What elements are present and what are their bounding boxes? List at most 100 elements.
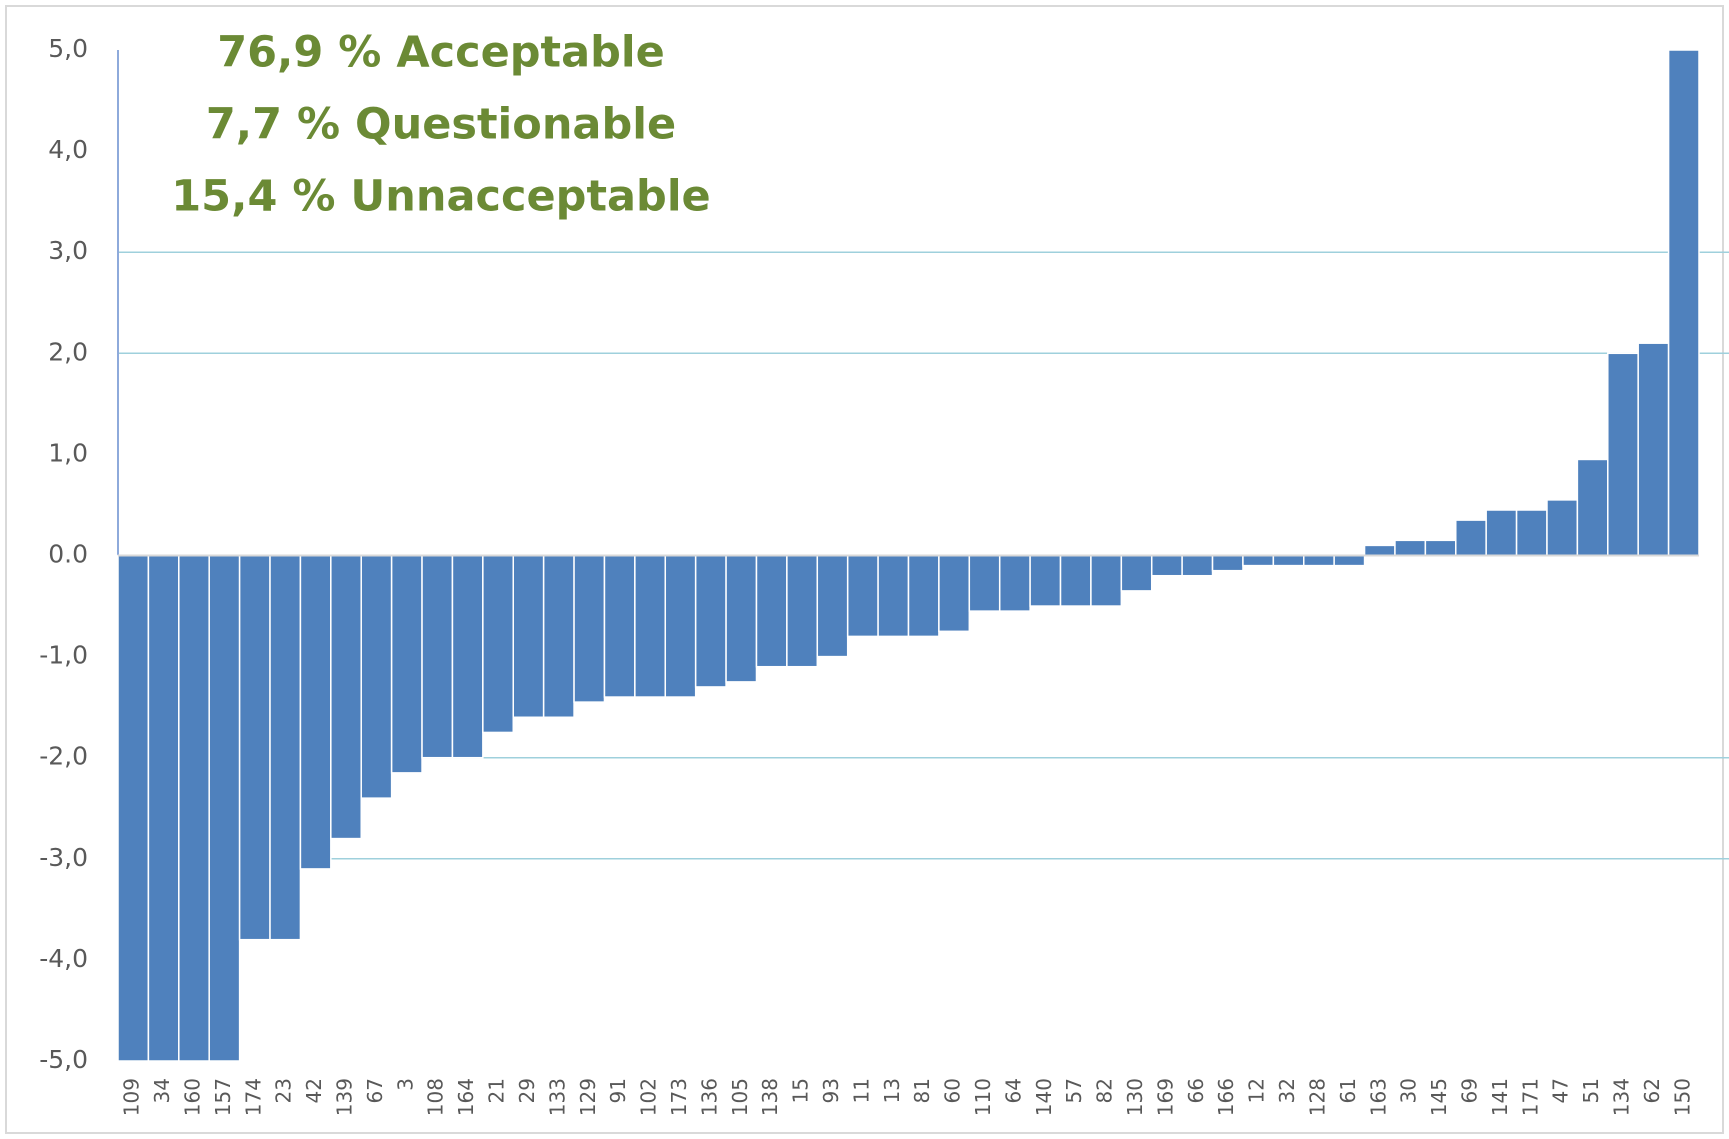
x-tick-label: 13 xyxy=(880,1078,904,1103)
bar xyxy=(634,554,667,698)
bar xyxy=(1667,49,1700,557)
bar xyxy=(1181,554,1214,577)
bar xyxy=(299,554,332,870)
x-tick-label: 64 xyxy=(1001,1078,1025,1103)
x-tick-label: 67 xyxy=(363,1078,387,1103)
x-tick-label: 47 xyxy=(1549,1078,1573,1103)
x-tick-label: 82 xyxy=(1093,1078,1117,1103)
x-tick-label: 62 xyxy=(1640,1078,1664,1103)
bar xyxy=(1211,554,1244,572)
x-tick-label: 136 xyxy=(697,1078,721,1116)
annotation: 15,4 % Unnacceptable xyxy=(171,172,710,222)
y-tick-label: 2,0 xyxy=(48,337,88,366)
bar xyxy=(269,554,302,941)
bar xyxy=(573,554,606,703)
x-tick-label: 164 xyxy=(454,1078,478,1116)
x-tick-label: 130 xyxy=(1123,1078,1147,1116)
bar xyxy=(1090,554,1123,607)
y-tick-label: -1,0 xyxy=(39,641,88,670)
y-tick-label: -5,0 xyxy=(39,1045,88,1074)
x-tick-label: 29 xyxy=(515,1078,539,1103)
bar xyxy=(482,554,515,734)
bar xyxy=(360,554,393,799)
x-tick-label: 102 xyxy=(637,1078,661,1116)
x-tick-label: 60 xyxy=(941,1078,965,1103)
bar xyxy=(1272,554,1305,567)
x-tick-label: 34 xyxy=(150,1078,174,1103)
bar xyxy=(694,554,727,688)
x-tick-label: 166 xyxy=(1214,1078,1238,1116)
x-tick-label: 91 xyxy=(606,1078,630,1103)
x-tick-label: 140 xyxy=(1032,1078,1056,1116)
x-tick-label: 21 xyxy=(485,1078,509,1103)
bar xyxy=(1242,554,1275,567)
bar xyxy=(664,554,697,698)
bar xyxy=(1515,509,1548,557)
bar xyxy=(390,554,423,774)
bar xyxy=(1120,554,1153,592)
x-tick-label: 163 xyxy=(1366,1078,1390,1116)
y-tick-label: -3,0 xyxy=(39,843,88,872)
x-tick-label: 169 xyxy=(1153,1078,1177,1116)
bar xyxy=(1607,352,1639,557)
x-tick-label: 3 xyxy=(393,1078,417,1091)
x-tick-label: 145 xyxy=(1427,1078,1451,1116)
x-tick-label: 138 xyxy=(758,1078,782,1116)
x-tick-label: 15 xyxy=(789,1078,813,1103)
bar xyxy=(603,554,636,698)
y-tick-label: 4,0 xyxy=(48,135,88,164)
bar xyxy=(1485,509,1518,557)
x-tick-label: 174 xyxy=(241,1078,265,1116)
bar xyxy=(1455,519,1487,557)
bar xyxy=(1637,342,1670,557)
bar xyxy=(512,554,545,719)
y-tick-label: 0.0 xyxy=(48,540,88,569)
x-tick-label: 134 xyxy=(1609,1078,1633,1116)
x-tick-label: 141 xyxy=(1488,1078,1512,1116)
x-tick-label: 93 xyxy=(819,1078,843,1103)
bar xyxy=(846,554,879,638)
y-tick-label: 1,0 xyxy=(48,438,88,467)
x-tick-label: 173 xyxy=(667,1078,691,1116)
x-tick-label: 128 xyxy=(1305,1078,1329,1116)
x-tick-label: 42 xyxy=(302,1078,326,1103)
x-tick-label: 51 xyxy=(1579,1078,1603,1103)
bar xyxy=(816,554,849,658)
x-tick-label: 11 xyxy=(849,1078,873,1103)
bar xyxy=(117,554,150,1062)
x-tick-label: 171 xyxy=(1518,1078,1542,1116)
x-tick-label: 108 xyxy=(424,1078,448,1116)
x-tick-label: 139 xyxy=(333,1078,357,1116)
bar xyxy=(1333,554,1366,567)
y-tick-label: 5,0 xyxy=(48,34,88,63)
annotation: 76,9 % Acceptable xyxy=(217,28,665,78)
bar xyxy=(877,554,910,638)
x-tick-label: 23 xyxy=(272,1078,296,1103)
bar xyxy=(1303,554,1335,567)
bar xyxy=(1546,499,1579,557)
bar xyxy=(208,554,241,1062)
bar xyxy=(330,554,362,840)
bar xyxy=(907,554,940,638)
x-tick-label: 81 xyxy=(910,1078,934,1103)
x-tick-label: 61 xyxy=(1336,1078,1360,1103)
y-tick-label: -4,0 xyxy=(39,944,88,973)
x-tick-label: 129 xyxy=(576,1078,600,1116)
x-tick-label: 69 xyxy=(1457,1078,1481,1103)
bar xyxy=(178,554,210,1062)
bar xyxy=(786,554,819,668)
bar xyxy=(755,554,788,668)
chart-frame xyxy=(5,5,1724,1134)
bar xyxy=(1029,554,1062,607)
bar xyxy=(1394,539,1427,557)
x-tick-label: 110 xyxy=(971,1078,995,1116)
x-tick-label: 160 xyxy=(181,1078,205,1116)
bar xyxy=(968,554,1001,612)
bar xyxy=(998,554,1031,612)
bar xyxy=(542,554,575,719)
annotation: 7,7 % Questionable xyxy=(206,100,676,150)
x-tick-label: 150 xyxy=(1670,1078,1694,1116)
bar xyxy=(1150,554,1183,577)
bar xyxy=(451,554,484,759)
